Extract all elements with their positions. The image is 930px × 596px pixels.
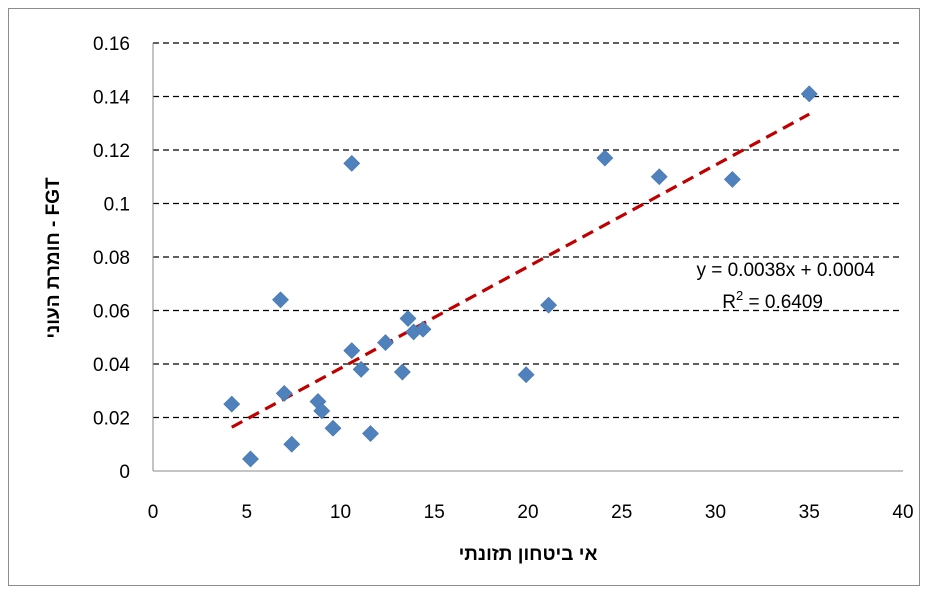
- data-point: [596, 149, 614, 167]
- y-tick-label: 0.02: [93, 409, 130, 430]
- x-tick-label: 15: [424, 502, 445, 523]
- data-point: [362, 425, 379, 442]
- y-tick-label: 0: [119, 462, 130, 483]
- y-tick-label: 0.16: [93, 34, 130, 55]
- trendline-r-squared: R2 = 0.6409: [722, 288, 823, 313]
- data-point: [399, 310, 417, 327]
- y-axis-title: FGT - חומרת העוני: [43, 177, 64, 339]
- x-tick-label: 20: [517, 502, 538, 523]
- tick-labels: 0 0.02 0.04 0.06 0.08 0.1 0.12 0.14 0.16 0 5 10 15 20…: [93, 34, 914, 523]
- x-tick-label: 30: [705, 502, 726, 523]
- data-point: [313, 402, 331, 420]
- data-point: [517, 366, 535, 384]
- x-tick-label: 0: [148, 502, 159, 523]
- data-point: [650, 168, 668, 186]
- data-point: [377, 334, 394, 352]
- gridlines: [153, 42, 903, 419]
- x-tick-label: 35: [799, 502, 820, 523]
- data-points: [223, 85, 818, 468]
- y-tick-label: 0.04: [93, 355, 130, 376]
- y-tick-label: 0.06: [93, 302, 130, 323]
- data-point: [343, 154, 361, 172]
- data-point: [324, 419, 342, 437]
- x-tick-label: 5: [241, 502, 252, 523]
- data-point: [272, 291, 289, 309]
- x-axis-title: אי ביטחון תזונתי: [459, 544, 598, 565]
- x-tick-label: 10: [330, 502, 351, 523]
- data-point: [283, 435, 301, 453]
- chart-frame: [8, 8, 920, 586]
- r-squared-superscript: 2: [736, 288, 743, 303]
- y-tick-label: 0.12: [93, 141, 130, 162]
- data-point: [352, 360, 370, 378]
- linear-trendline: [230, 112, 811, 429]
- y-tick-label: 0.1: [104, 195, 130, 216]
- x-tick-label: 25: [611, 502, 632, 523]
- y-tick-label: 0.08: [93, 248, 130, 269]
- data-point: [540, 296, 558, 314]
- data-point: [414, 320, 432, 338]
- data-point: [723, 171, 741, 188]
- trendline-equation: y = 0.0038x + 0.0004: [696, 260, 875, 281]
- data-point: [275, 385, 293, 402]
- r-squared-symbol: R: [722, 292, 736, 313]
- trendline-layer: [230, 112, 811, 429]
- x-tick-label: 40: [892, 502, 913, 523]
- data-point: [242, 450, 259, 468]
- data-point: [800, 85, 818, 103]
- data-point: [223, 395, 241, 413]
- r-squared-value: = 0.6409: [743, 292, 823, 313]
- data-point: [393, 363, 411, 381]
- y-tick-label: 0.14: [93, 88, 130, 109]
- axes: [152, 43, 903, 472]
- data-point: [343, 342, 361, 360]
